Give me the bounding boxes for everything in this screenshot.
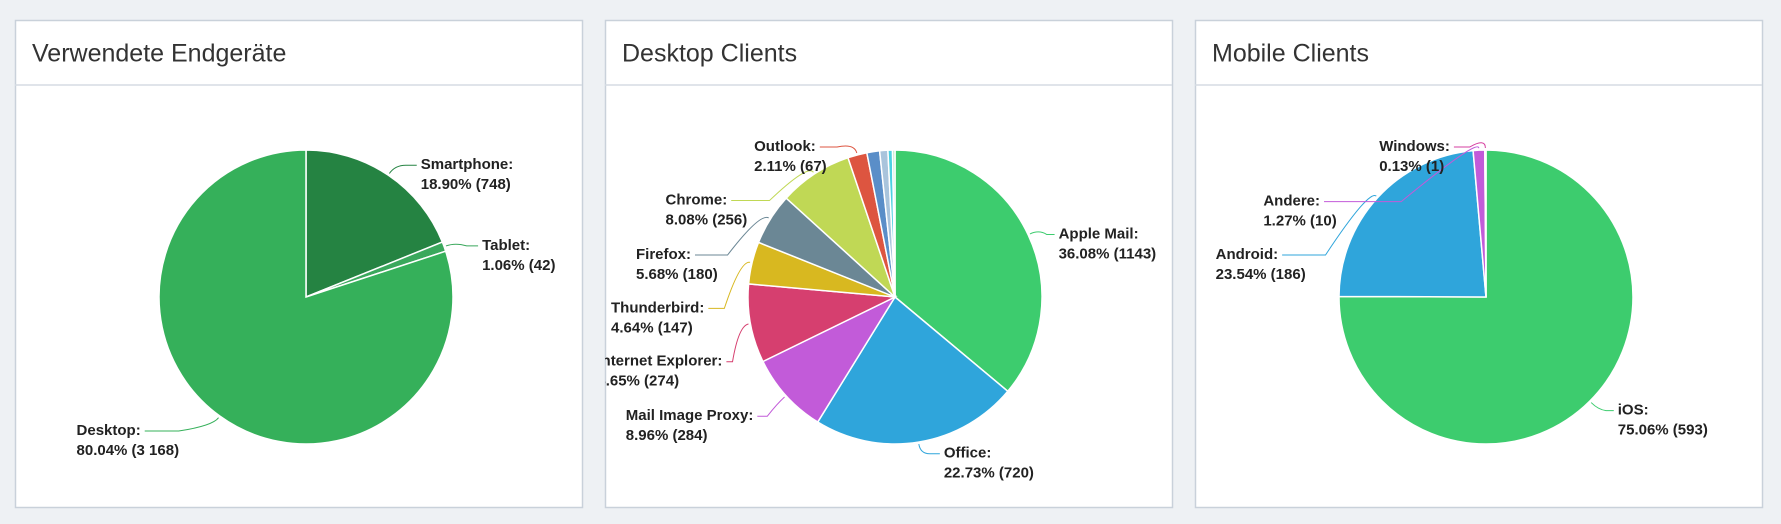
slice-value-label: 36.08% (1143) [1059,245,1157,262]
slice-value-label: 2.11% (67) [754,158,827,175]
slice-label: Firefox: [636,246,691,263]
slice-label: Android: [1216,246,1278,263]
slice-value-label: 5.68% (180) [636,266,718,283]
pie-slice [158,149,454,445]
chart: Smartphone: 18.90% (748) Tablet: 1.06% (42)… [77,149,555,459]
leader-line [708,261,751,309]
slice-label: Smartphone: [421,156,514,173]
chart: iOS: 75.06% (593) Android: 23.54% (186) Ande… [1216,138,1708,445]
panel-title: Desktop Clients [622,40,797,68]
slice-value-label: 1.27% (10) [1263,213,1336,230]
panel-title: Verwendete Endgeräte [32,40,286,68]
slice-value-label: 8.08% (256) [666,211,748,228]
slice-label: Outlook: [754,138,816,155]
slice-label: Mail Image Proxy: [626,407,754,424]
pie-slice [1338,149,1487,298]
leader-line [819,145,858,154]
slice-label: Chrome: [666,191,728,208]
slice-label: Windows: [1379,138,1450,155]
pie-slice [891,149,896,298]
slice-value-label: 4.64% (147) [611,319,693,336]
leader-line [388,164,417,174]
leader-line [1029,231,1055,236]
slice-label: Internet Explorer: [597,353,722,370]
leader-line [445,243,479,247]
slice-value-label: 8.96% (284) [626,427,708,444]
pie-slice [761,295,898,424]
slice-label: Office: [944,445,992,462]
slice-value-label: 22.73% (720) [944,465,1034,482]
slice-label: Andere: [1263,193,1320,210]
leader-line [695,216,769,256]
chart: Apple Mail: 36.08% (1143) Office: 22.73% (7… [597,138,1157,482]
slice-value-label: 0.13% (1) [1379,158,1444,175]
leader-line [726,323,749,363]
slice-label: Tablet: [482,237,530,254]
slice-label: Apple Mail: [1059,225,1139,242]
pie-slice [1484,149,1487,298]
leader-line [144,417,219,432]
slice-value-label: 18.90% (748) [421,176,511,193]
leader-line [757,396,785,417]
leader-line [918,443,940,455]
leader-line [731,170,814,201]
pie-slice [305,149,444,299]
slice-value-label: 75.06% (593) [1618,422,1708,439]
pie-slice [1338,149,1634,445]
slice-label: Desktop: [77,422,141,439]
slice-value-label: 8.65% (274) [597,373,679,390]
leader-line [1282,195,1377,256]
slice-value-label: 80.04% (3 168) [77,442,180,459]
slice-value-label: 1.06% (42) [482,257,555,274]
slice-label: iOS: [1618,402,1649,419]
leader-line [1590,402,1614,412]
leader-line [1453,142,1486,149]
pie-slice [816,295,1009,445]
slice-value-label: 23.54% (186) [1216,266,1306,283]
pie-slice [894,149,1043,393]
panel-title: Mobile Clients [1212,40,1369,68]
slice-label: Thunderbird: [611,299,704,316]
leader-line [1324,146,1480,203]
